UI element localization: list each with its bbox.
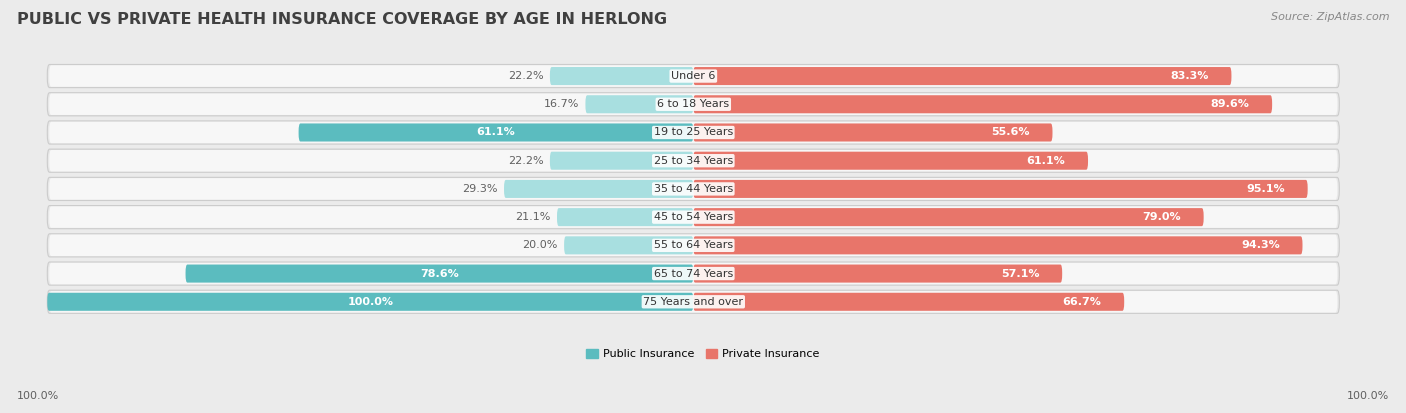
FancyBboxPatch shape: [564, 236, 693, 254]
FancyBboxPatch shape: [48, 290, 1340, 313]
FancyBboxPatch shape: [48, 121, 1340, 144]
Text: 65 to 74 Years: 65 to 74 Years: [654, 268, 733, 278]
FancyBboxPatch shape: [693, 265, 1062, 282]
FancyBboxPatch shape: [49, 291, 1337, 313]
FancyBboxPatch shape: [49, 150, 1337, 171]
Text: 6 to 18 Years: 6 to 18 Years: [657, 99, 730, 109]
Text: 22.2%: 22.2%: [508, 156, 544, 166]
FancyBboxPatch shape: [49, 122, 1337, 143]
Text: 89.6%: 89.6%: [1211, 99, 1250, 109]
FancyBboxPatch shape: [693, 236, 1302, 254]
FancyBboxPatch shape: [693, 67, 1232, 85]
FancyBboxPatch shape: [48, 64, 1340, 88]
Text: 55 to 64 Years: 55 to 64 Years: [654, 240, 733, 250]
FancyBboxPatch shape: [693, 208, 1204, 226]
FancyBboxPatch shape: [693, 152, 1088, 170]
Text: 29.3%: 29.3%: [463, 184, 498, 194]
Text: 100.0%: 100.0%: [17, 391, 59, 401]
Text: PUBLIC VS PRIVATE HEALTH INSURANCE COVERAGE BY AGE IN HERLONG: PUBLIC VS PRIVATE HEALTH INSURANCE COVER…: [17, 12, 666, 27]
Text: 75 Years and over: 75 Years and over: [644, 297, 744, 307]
FancyBboxPatch shape: [49, 65, 1337, 87]
FancyBboxPatch shape: [48, 93, 1340, 116]
Text: Under 6: Under 6: [671, 71, 716, 81]
Text: 19 to 25 Years: 19 to 25 Years: [654, 128, 733, 138]
FancyBboxPatch shape: [550, 152, 693, 170]
Text: 20.0%: 20.0%: [522, 240, 558, 250]
Text: Source: ZipAtlas.com: Source: ZipAtlas.com: [1271, 12, 1389, 22]
Text: 100.0%: 100.0%: [1347, 391, 1389, 401]
Text: 21.1%: 21.1%: [515, 212, 551, 222]
Text: 35 to 44 Years: 35 to 44 Years: [654, 184, 733, 194]
Text: 25 to 34 Years: 25 to 34 Years: [654, 156, 733, 166]
FancyBboxPatch shape: [503, 180, 693, 198]
FancyBboxPatch shape: [48, 149, 1340, 172]
Text: 61.1%: 61.1%: [477, 128, 516, 138]
FancyBboxPatch shape: [693, 123, 1053, 142]
Legend: Public Insurance, Private Insurance: Public Insurance, Private Insurance: [582, 345, 824, 364]
Text: 61.1%: 61.1%: [1026, 156, 1066, 166]
FancyBboxPatch shape: [49, 206, 1337, 228]
FancyBboxPatch shape: [693, 293, 1125, 311]
FancyBboxPatch shape: [49, 178, 1337, 199]
FancyBboxPatch shape: [693, 180, 1308, 198]
FancyBboxPatch shape: [186, 265, 693, 282]
Text: 79.0%: 79.0%: [1143, 212, 1181, 222]
Text: 95.1%: 95.1%: [1247, 184, 1285, 194]
Text: 100.0%: 100.0%: [347, 297, 394, 307]
Text: 66.7%: 66.7%: [1063, 297, 1101, 307]
Text: 45 to 54 Years: 45 to 54 Years: [654, 212, 733, 222]
FancyBboxPatch shape: [48, 293, 693, 311]
FancyBboxPatch shape: [550, 67, 693, 85]
Text: 22.2%: 22.2%: [508, 71, 544, 81]
Text: 78.6%: 78.6%: [420, 268, 458, 278]
FancyBboxPatch shape: [48, 234, 1340, 257]
FancyBboxPatch shape: [48, 206, 1340, 229]
FancyBboxPatch shape: [49, 94, 1337, 115]
Text: 57.1%: 57.1%: [1001, 268, 1039, 278]
FancyBboxPatch shape: [693, 95, 1272, 113]
Text: 83.3%: 83.3%: [1170, 71, 1209, 81]
FancyBboxPatch shape: [49, 263, 1337, 284]
FancyBboxPatch shape: [557, 208, 693, 226]
FancyBboxPatch shape: [298, 123, 693, 142]
Text: 16.7%: 16.7%: [544, 99, 579, 109]
FancyBboxPatch shape: [49, 235, 1337, 256]
Text: 55.6%: 55.6%: [991, 128, 1029, 138]
FancyBboxPatch shape: [48, 262, 1340, 285]
FancyBboxPatch shape: [48, 177, 1340, 200]
Text: 94.3%: 94.3%: [1241, 240, 1279, 250]
FancyBboxPatch shape: [585, 95, 693, 113]
